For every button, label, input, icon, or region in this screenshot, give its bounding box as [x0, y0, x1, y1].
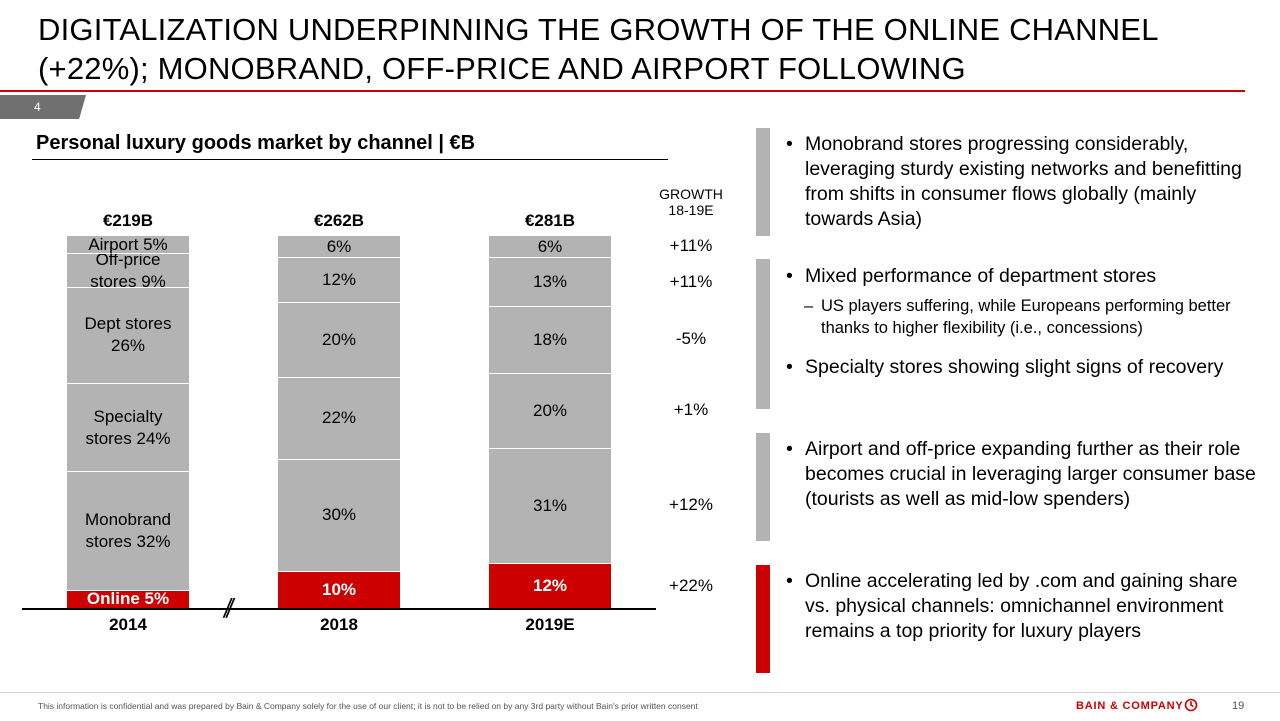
- sub-bullet-department-stores: US players suffering, while Europeans pe…: [804, 295, 1254, 339]
- chart-baseline: [22, 608, 656, 610]
- bar-segment-specialty-stores-2019e: 20%: [489, 374, 611, 449]
- growth-value: +1%: [673, 400, 709, 420]
- bain-logo-icon: [1184, 698, 1198, 712]
- bar-segment-specialty-stores-2014: Specialty stores 24%: [67, 383, 189, 473]
- brand-logo: BAIN & COMPANY: [1076, 700, 1184, 712]
- growth-value: -5%: [675, 329, 707, 349]
- bar-segment-dept-stores-2019e: 18%: [489, 306, 611, 374]
- bar-segment-specialty-stores-2018: 22%: [278, 377, 400, 460]
- page-number: 19: [1232, 700, 1245, 712]
- bullet-monobrand: Monobrand stores progressing considerabl…: [786, 132, 1256, 232]
- commentary-bar-monobrand: [756, 128, 770, 236]
- growth-header: GROWTH 18-19E: [642, 186, 740, 218]
- bar-segment-airport-2019e: 6%: [489, 236, 611, 259]
- bar-total-2018: €262B: [313, 211, 365, 230]
- bar-segment-online-2018: 10%: [278, 571, 400, 609]
- bar-total-2019e: €281B: [524, 211, 576, 230]
- growth-value: +11%: [669, 271, 713, 291]
- slide-title: DIGITALIZATION UNDERPINNING THE GROWTH O…: [38, 12, 1158, 86]
- growth-value: +11%: [669, 236, 713, 256]
- x-tick-label-2014: 2014: [109, 615, 147, 634]
- bar-total-2014: €219B: [102, 211, 154, 230]
- chart-title: Personal luxury goods market by channel …: [36, 132, 476, 154]
- bar-segment-off-price-stores-2018: 12%: [278, 258, 400, 304]
- bar-segment-off-price-stores-2019e: 13%: [489, 258, 611, 307]
- growth-value: +22%: [669, 575, 713, 595]
- bar-segment-monobrand-stores-2019e: 31%: [489, 448, 611, 565]
- x-tick-label-2019e: 2019E: [525, 615, 575, 634]
- title-divider: [0, 90, 1245, 92]
- bullet-online: Online accelerating led by .com and gain…: [786, 569, 1256, 644]
- chart-title-divider: [32, 159, 668, 160]
- commentary-bar-department: [756, 259, 770, 409]
- bar-segment-monobrand-stores-2014: Monobrand stores 32%: [67, 472, 189, 591]
- bar-segment-online-2014: Online 5%: [67, 589, 189, 609]
- bullet-department-stores: Mixed performance of department stores: [786, 264, 1256, 289]
- x-tick-label-2018: 2018: [320, 615, 358, 634]
- bar-segment-airport-2018: 6%: [278, 236, 400, 259]
- growth-header-line-1: GROWTH: [659, 186, 723, 202]
- section-tab: 4: [0, 95, 86, 119]
- confidentiality-disclaimer: This information is confidential and was…: [38, 701, 698, 711]
- bullet-airport-offprice: Airport and off-price expanding further …: [786, 437, 1256, 512]
- commentary-bar-online: [756, 565, 770, 673]
- growth-header-line-2: 18-19E: [668, 202, 714, 218]
- footer-divider: [0, 692, 1280, 693]
- growth-value: +12%: [669, 495, 713, 515]
- commentary-bar-airport-offprice: [756, 433, 770, 541]
- bar-segment-off-price-stores-2014: Off-price stores 9%: [67, 250, 189, 291]
- bar-segment-online-2019e: 12%: [489, 564, 611, 609]
- bar-segment-dept-stores-2018: 20%: [278, 303, 400, 378]
- bar-segment-dept-stores-2014: Dept stores 26%: [67, 287, 189, 384]
- bar-segment-airport-2014: Airport 5%: [67, 235, 189, 255]
- bullet-specialty-stores: Specialty stores showing slight signs of…: [786, 355, 1256, 380]
- axis-break-icon: //: [224, 594, 234, 625]
- bar-segment-monobrand-stores-2018: 30%: [278, 459, 400, 572]
